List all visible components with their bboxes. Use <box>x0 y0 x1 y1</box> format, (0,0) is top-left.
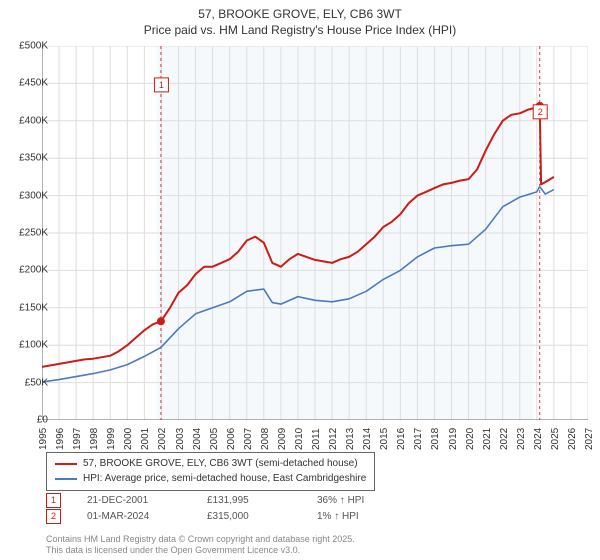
legend-item: 57, BROOKE GROVE, ELY, CB6 3WT (semi-det… <box>55 457 366 472</box>
data-point-row: 2 01-MAR-2024£315,0001% ↑ HPI <box>46 508 417 524</box>
x-tick-label: 2015 <box>379 428 390 450</box>
y-tick-label: £50K <box>25 377 48 388</box>
data-point-1 <box>157 317 165 325</box>
x-tick-label: 2014 <box>362 428 373 450</box>
x-tick-label: 2021 <box>482 428 493 450</box>
x-tick-label: 2010 <box>294 428 305 450</box>
y-tick-label: £200K <box>19 265 48 276</box>
chart-plot-area: 12 <box>42 46 588 420</box>
x-tick-label: 2002 <box>157 428 168 450</box>
x-tick-label: 2025 <box>550 428 561 450</box>
x-tick-label: 2020 <box>465 428 476 450</box>
x-tick-label: 2008 <box>260 428 271 450</box>
data-point-row: 1 21-DEC-2001£131,99536% ↑ HPI <box>46 492 417 508</box>
data-point-marker: 1 <box>46 493 61 508</box>
legend-swatch <box>55 463 77 465</box>
legend-label: HPI: Average price, semi-detached house,… <box>83 472 366 487</box>
title-subtitle: Price paid vs. HM Land Registry's House … <box>0 22 600 38</box>
x-tick-label: 2006 <box>226 428 237 450</box>
x-tick-label: 2000 <box>123 428 134 450</box>
y-tick-label: £300K <box>19 190 48 201</box>
x-tick-label: 2022 <box>499 428 510 450</box>
y-tick-label: £400K <box>19 115 48 126</box>
y-tick-label: £0 <box>37 415 48 426</box>
x-tick-label: 2017 <box>413 428 424 450</box>
y-tick-label: £100K <box>19 340 48 351</box>
legend-item: HPI: Average price, semi-detached house,… <box>55 472 366 487</box>
svg-text:2: 2 <box>538 107 543 117</box>
x-tick-label: 2009 <box>277 428 288 450</box>
x-tick-label: 1997 <box>72 428 83 450</box>
legend-swatch <box>55 478 77 480</box>
data-point-date: 21-DEC-2001 <box>87 495 207 506</box>
x-tick-label: 2018 <box>430 428 441 450</box>
footer-line1: Contains HM Land Registry data © Crown c… <box>46 534 355 545</box>
footer-line2: This data is licensed under the Open Gov… <box>46 545 355 556</box>
x-tick-label: 2026 <box>567 428 578 450</box>
data-point-pct: 36% ↑ HPI <box>317 495 417 506</box>
chart-container: 57, BROOKE GROVE, ELY, CB6 3WT Price pai… <box>0 0 600 560</box>
x-tick-label: 2016 <box>396 428 407 450</box>
data-point-price: £131,995 <box>207 495 317 506</box>
x-tick-label: 2027 <box>584 428 595 450</box>
title-address: 57, BROOKE GROVE, ELY, CB6 3WT <box>0 6 600 22</box>
data-points-table: 1 21-DEC-2001£131,99536% ↑ HPI 2 01-MAR-202… <box>46 492 417 524</box>
x-tick-label: 2005 <box>209 428 220 450</box>
data-point-date: 01-MAR-2024 <box>87 511 207 522</box>
x-tick-label: 2013 <box>345 428 356 450</box>
chart-title: 57, BROOKE GROVE, ELY, CB6 3WT Price pai… <box>0 0 600 38</box>
y-tick-label: £250K <box>19 228 48 239</box>
x-tick-label: 2004 <box>192 428 203 450</box>
svg-text:1: 1 <box>159 80 164 90</box>
legend-label: 57, BROOKE GROVE, ELY, CB6 3WT (semi-det… <box>83 457 358 472</box>
y-tick-label: £150K <box>19 302 48 313</box>
y-tick-label: £500K <box>19 41 48 52</box>
y-tick-label: £450K <box>19 78 48 89</box>
x-tick-label: 2024 <box>533 428 544 450</box>
x-tick-label: 2019 <box>448 428 459 450</box>
footer: Contains HM Land Registry data © Crown c… <box>46 534 355 557</box>
legend: 57, BROOKE GROVE, ELY, CB6 3WT (semi-det… <box>46 452 375 491</box>
x-tick-label: 2007 <box>243 428 254 450</box>
x-tick-label: 2023 <box>516 428 527 450</box>
y-tick-label: £350K <box>19 153 48 164</box>
data-point-marker: 2 <box>46 509 61 524</box>
data-point-price: £315,000 <box>207 511 317 522</box>
x-tick-label: 2003 <box>175 428 186 450</box>
x-tick-label: 1996 <box>55 428 66 450</box>
x-tick-label: 2001 <box>140 428 151 450</box>
data-point-pct: 1% ↑ HPI <box>317 511 417 522</box>
x-tick-label: 1995 <box>38 428 49 450</box>
x-tick-label: 1998 <box>89 428 100 450</box>
x-tick-label: 2011 <box>311 428 322 450</box>
x-tick-label: 2012 <box>328 428 339 450</box>
x-tick-label: 1999 <box>106 428 117 450</box>
